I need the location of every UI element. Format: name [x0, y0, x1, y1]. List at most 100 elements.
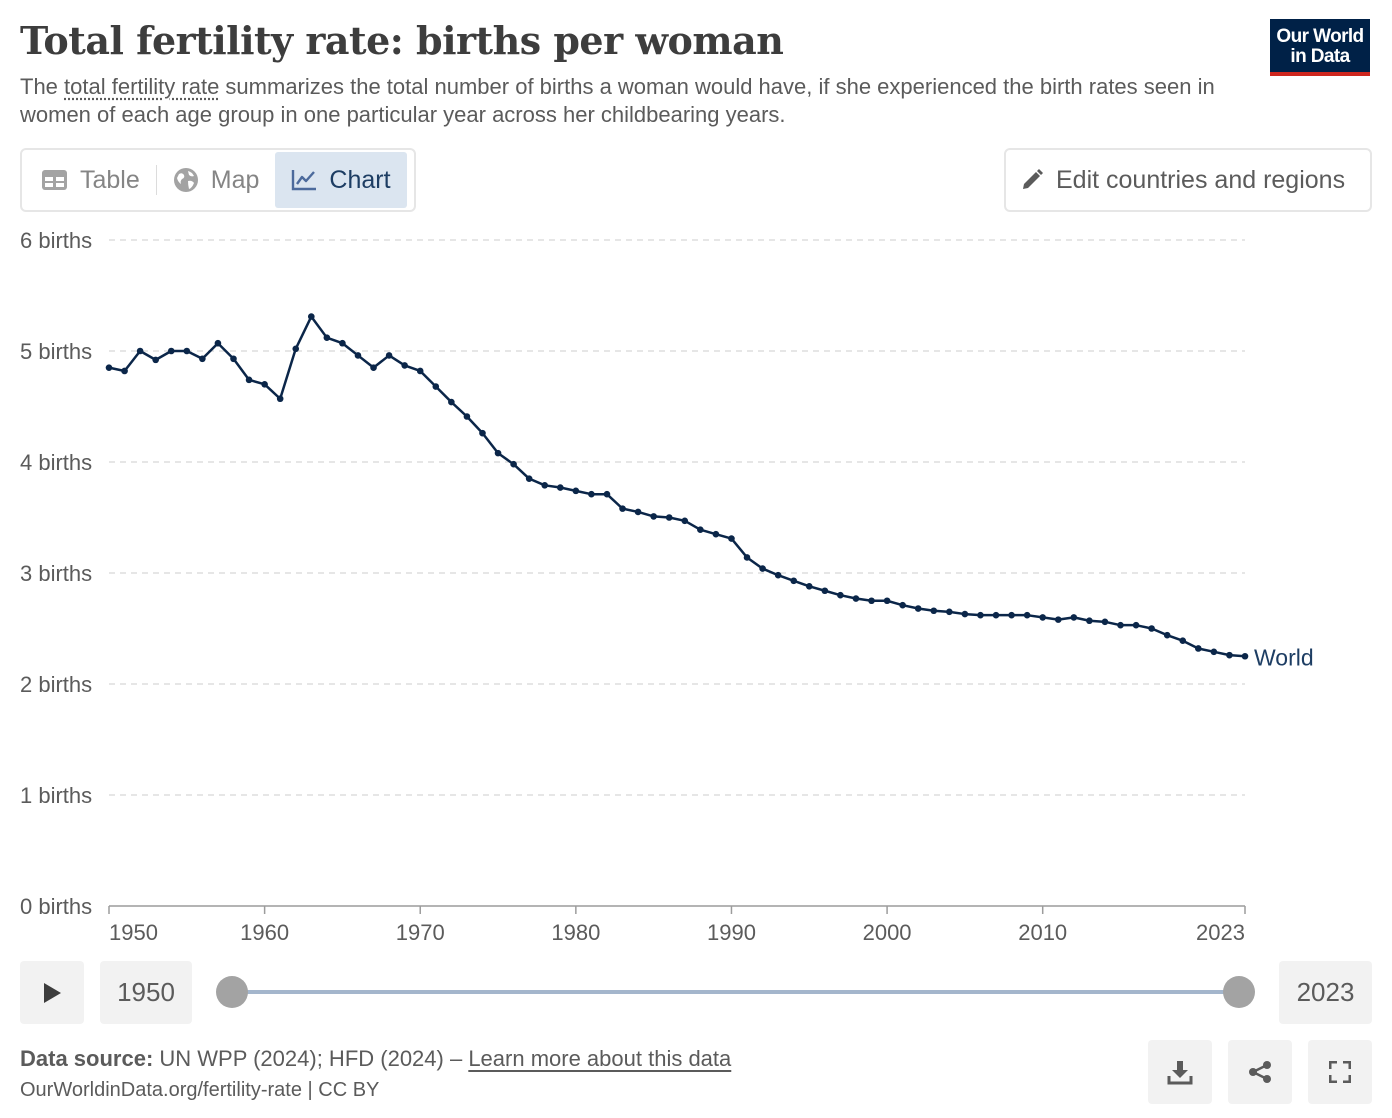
data-point: [992, 611, 1000, 619]
share-button[interactable]: [1228, 1040, 1292, 1104]
data-point: [556, 484, 564, 491]
page-subtitle: The total fertility rate summarizes the …: [20, 74, 1215, 127]
data-point: [354, 352, 362, 359]
fullscreen-icon: [1329, 1061, 1351, 1083]
data-point: [805, 583, 813, 590]
data-point: [448, 398, 455, 406]
y-tick-label: 6 births: [20, 228, 92, 253]
data-point: [883, 597, 891, 605]
data-point: [821, 587, 829, 595]
tab-table-label: Table: [80, 165, 140, 194]
x-tick-label: 1970: [396, 920, 445, 945]
globe-icon: [173, 168, 198, 192]
play-icon: [44, 982, 61, 1003]
y-tick-label: 5 births: [20, 339, 92, 364]
data-point: [1039, 614, 1046, 621]
data-point: [323, 334, 331, 341]
data-point: [510, 460, 517, 468]
y-tick-label: 0 births: [20, 894, 92, 919]
edit-countries-label: Edit countries and regions: [1056, 165, 1346, 194]
view-tabs: Table Map Chart: [20, 148, 416, 212]
owid-logo[interactable]: Our World in Data: [1270, 19, 1370, 76]
data-point: [167, 347, 175, 355]
source-text: UN WPP (2024); HFD (2024) –: [153, 1046, 469, 1071]
x-tick-label: 2010: [1018, 920, 1067, 945]
data-point: [292, 345, 300, 353]
data-point: [603, 490, 611, 498]
tab-map[interactable]: Map: [157, 152, 276, 208]
data-point: [245, 376, 253, 384]
timeline-track[interactable]: [232, 990, 1239, 994]
data-point: [1070, 614, 1078, 621]
data-point: [946, 608, 953, 616]
timeline-end-handle[interactable]: [1223, 976, 1255, 1008]
data-point: [1210, 648, 1218, 656]
data-point: [650, 513, 657, 520]
x-tick-label: 1960: [240, 920, 289, 945]
data-point: [1148, 625, 1155, 632]
data-point: [463, 413, 471, 420]
x-tick-label: 1990: [707, 920, 756, 945]
data-point: [479, 429, 486, 437]
data-point: [868, 597, 875, 605]
data-point: [308, 313, 315, 320]
page-title: Total fertility rate: births per woman: [20, 18, 784, 63]
data-point: [712, 530, 720, 538]
x-tick-label: 1980: [551, 920, 600, 945]
tab-table[interactable]: Table: [25, 152, 156, 208]
series-line-world: [108, 315, 1246, 658]
tab-chart[interactable]: Chart: [275, 152, 407, 208]
logo-line-2: in Data: [1290, 46, 1350, 67]
data-point: [634, 508, 642, 516]
data-point: [743, 554, 751, 561]
y-tick-label: 1 births: [20, 783, 92, 808]
fullscreen-button[interactable]: [1308, 1040, 1372, 1104]
learn-more-link[interactable]: Learn more about this data: [468, 1046, 732, 1071]
data-point: [1195, 645, 1202, 652]
data-point: [541, 482, 549, 489]
data-point: [183, 347, 191, 355]
data-point: [525, 475, 533, 482]
data-point: [136, 347, 144, 355]
line-chart-icon: [292, 170, 317, 191]
start-year-box[interactable]: 1950: [100, 961, 192, 1024]
data-point: [199, 355, 206, 363]
data-point: [214, 339, 222, 347]
data-point: [1023, 611, 1031, 619]
data-point: [728, 535, 735, 542]
x-tick-label: 1950: [109, 920, 158, 945]
download-button[interactable]: [1148, 1040, 1212, 1104]
data-point: [681, 517, 689, 525]
data-point: [261, 381, 268, 388]
tab-map-label: Map: [210, 165, 260, 194]
total-fertility-rate-link[interactable]: total fertility rate: [64, 74, 220, 99]
source-label: Data source:: [20, 1046, 154, 1071]
tab-chart-label: Chart: [329, 165, 391, 194]
play-button[interactable]: [20, 961, 84, 1024]
data-point: [774, 571, 782, 579]
x-tick-label: 2023: [1196, 920, 1245, 945]
pencil-icon: [1023, 169, 1043, 189]
data-point: [1054, 616, 1062, 623]
download-icon: [1167, 1061, 1193, 1085]
data-point: [619, 505, 626, 512]
data-point: [1132, 621, 1140, 629]
y-tick-label: 2 births: [20, 672, 92, 697]
data-point: [930, 607, 938, 615]
data-point: [230, 355, 237, 363]
share-icon: [1249, 1061, 1271, 1083]
data-point: [697, 526, 704, 534]
end-year-box[interactable]: 2023: [1279, 961, 1372, 1024]
data-source: Data source: UN WPP (2024); HFD (2024) –…: [20, 1046, 731, 1072]
data-point: [1226, 651, 1233, 659]
data-point: [401, 362, 408, 369]
data-point: [276, 395, 284, 403]
edit-countries-button[interactable]: Edit countries and regions: [1004, 148, 1372, 212]
tab-divider: [155, 165, 157, 195]
data-point: [759, 565, 766, 572]
data-point: [852, 595, 860, 602]
data-point: [1101, 618, 1109, 626]
timeline-start-handle[interactable]: [216, 976, 248, 1008]
data-point: [588, 490, 595, 498]
data-point: [121, 367, 128, 375]
